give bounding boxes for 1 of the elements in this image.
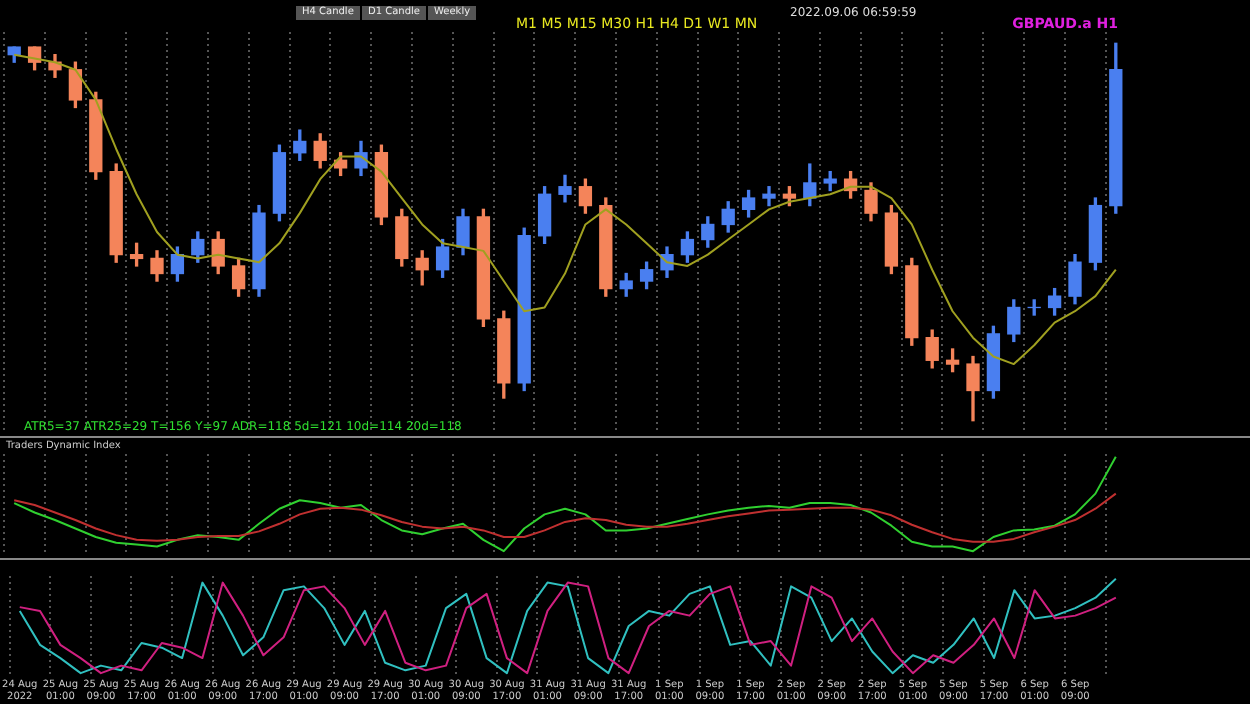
candlestick [762, 186, 776, 207]
